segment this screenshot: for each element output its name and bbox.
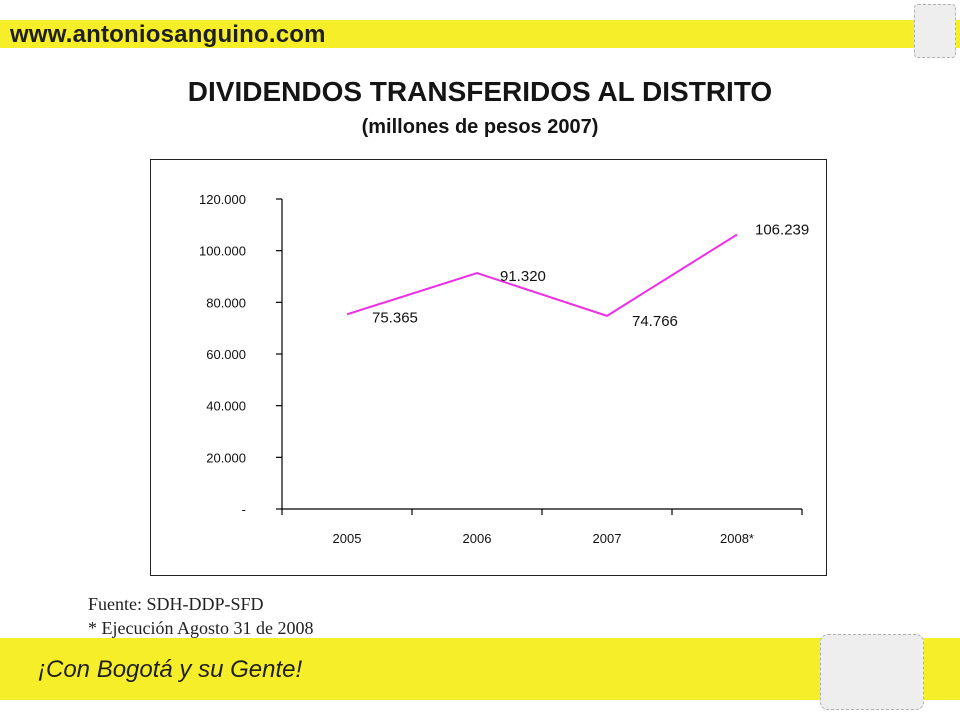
slogan: ¡Con Bogotá y su Gente!	[38, 656, 303, 683]
data-label: 91.320	[500, 268, 546, 285]
footer-bar	[0, 638, 960, 700]
y-tick-label: 120.000	[199, 192, 246, 207]
y-tick-label: 100.000	[199, 244, 246, 259]
chart-title: DIVIDENDOS TRANSFERIDOS AL DISTRITO	[187, 76, 773, 107]
source-text: Fuente: SDH-DDP-SFD	[88, 594, 264, 614]
emblem-placeholder-top	[914, 4, 956, 58]
y-tick-label: 60.000	[206, 347, 246, 362]
chart-frame: - 20.000 40.000 60.000 80.000 100.000 120.000 2…	[150, 159, 827, 576]
x-tick-label: 2008*	[720, 531, 754, 546]
data-label: 74.766	[632, 313, 678, 330]
source-notes: Fuente: SDH-DDP-SFD * Ejecución Agosto 3…	[88, 592, 313, 640]
series-line	[346, 233, 738, 317]
chart-subtitle: (millones de pesos 2007)	[361, 116, 599, 138]
site-url: www.antoniosanguino.com	[10, 21, 326, 48]
x-tick-label: 2005	[333, 531, 362, 546]
emblem-placeholder-bottom	[820, 634, 924, 710]
data-label: 75.365	[372, 309, 418, 326]
y-tick-label: 80.000	[206, 295, 246, 310]
y-tick-label: 20.000	[206, 450, 246, 465]
footnote-text: * Ejecución Agosto 31 de 2008	[88, 618, 314, 638]
x-tick-label: 2006	[463, 531, 492, 546]
data-label: 106.239	[755, 222, 809, 239]
x-tick-label: 2007	[593, 531, 622, 546]
line-chart: - 20.000 40.000 60.000 80.000 100.000 120.000 2…	[199, 192, 809, 546]
y-tick-label: 40.000	[206, 399, 246, 414]
header-bar	[0, 20, 960, 48]
y-tick-label: -	[242, 502, 246, 517]
